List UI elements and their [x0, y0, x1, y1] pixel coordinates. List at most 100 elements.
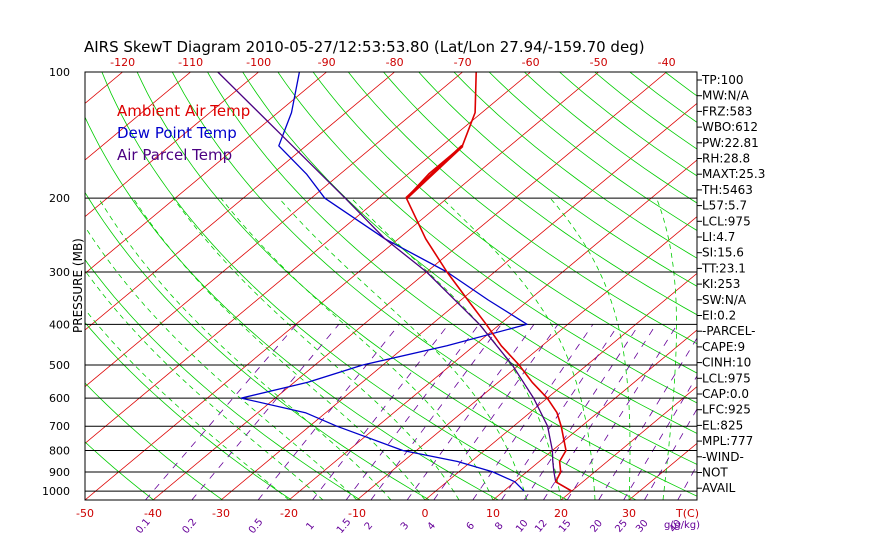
ambient-temp-line — [405, 72, 573, 492]
mixing-ratio-tick-label: 30 — [634, 518, 651, 535]
bottom-temp-tick-label: 10 — [486, 507, 500, 520]
moist-adiabat-line — [441, 197, 596, 500]
stat-label: LCL:975 — [702, 214, 751, 228]
plot-frame — [84, 71, 698, 501]
dry-adiabat-line — [85, 191, 430, 500]
dry-adiabat-line — [841, 72, 870, 500]
pressure-tick-label: 1000 — [42, 485, 70, 498]
top-temp-tick-label: -110 — [178, 56, 203, 69]
stat-label: MW:N/A — [702, 89, 750, 103]
top-temp-tick-label: -40 — [658, 56, 676, 69]
legend-entry-dewpoint: Dew Point Temp — [117, 124, 237, 142]
mixing-ratio-line — [623, 375, 697, 500]
mixing-ratio-line — [191, 324, 340, 500]
pressure-tick-label: 200 — [49, 192, 70, 205]
stat-label: TT:23.1 — [701, 261, 746, 275]
moist-adiabat-line — [85, 225, 358, 500]
isotherm-line — [85, 72, 259, 218]
dry-adiabat-line — [488, 72, 697, 231]
bottom-temp-tick-label: 20 — [554, 507, 568, 520]
pressure-tick-label: 100 — [49, 66, 70, 79]
legend: Ambient Air Temp Dew Point Temp Air Parc… — [117, 102, 250, 164]
mixing-ratio-tick-label: 10 — [514, 518, 531, 535]
dry-adiabat-line — [312, 72, 697, 374]
top-temp-tick-label: -80 — [386, 56, 404, 69]
dry-adiabat-line — [559, 72, 697, 177]
dry-adiabat-line — [806, 72, 870, 500]
mixing-ratio-line — [145, 324, 297, 500]
top-temp-tick-label: -50 — [590, 56, 608, 69]
isotherm-line — [85, 72, 327, 274]
mixing-ratio-tick-label: 15 — [557, 518, 574, 535]
bottom-temp-tick-label: -10 — [348, 507, 366, 520]
mixing-ratio-line — [472, 324, 594, 500]
bottom-temp-tick-label: -40 — [144, 507, 162, 520]
pressure-tick-label: 700 — [49, 420, 70, 433]
pressure-tick-label: 800 — [49, 445, 70, 458]
isotherm-line — [492, 329, 697, 500]
bottom-temp-tick-label: 30 — [622, 507, 636, 520]
stat-label: WBO:612 — [702, 120, 758, 134]
bottom-temp-unit-label: T(C) — [675, 507, 699, 520]
stat-label: AVAIL — [702, 481, 736, 495]
pressure-tick-label: 600 — [49, 392, 70, 405]
stat-label: LI:4.7 — [702, 230, 735, 244]
bottom-temp-tick-label: 0 — [422, 507, 429, 520]
top-temp-tick-label: -90 — [318, 56, 336, 69]
stat-label: KI:253 — [702, 277, 740, 291]
isotherm-line — [424, 272, 697, 500]
isotherm-line — [560, 386, 697, 500]
dewpoint-line — [240, 72, 528, 492]
dry-adiabat-line — [85, 382, 223, 500]
legend-entry-ambient: Ambient Air Temp — [117, 102, 250, 120]
moist-adiabat-line — [85, 308, 290, 500]
moist-adiabat-line — [656, 198, 677, 500]
stat-label: -WIND- — [702, 450, 744, 464]
moist-adiabat-line — [351, 197, 562, 500]
top-temp-tick-label: -120 — [110, 56, 135, 69]
stat-label: CINH:10 — [702, 356, 751, 370]
bottom-temp-tick-label: -20 — [280, 507, 298, 520]
dry-adiabat-line — [242, 72, 697, 434]
stat-label: PW:22.81 — [702, 136, 759, 150]
moist-adiabat-line — [278, 197, 528, 500]
mixing-ratio-line — [257, 324, 400, 500]
stat-label: SW:N/A — [702, 293, 747, 307]
dry-adiabat-line — [277, 72, 697, 404]
mixing-ratio-tick-label: 0.2 — [181, 517, 200, 536]
moist-adiabat-line — [220, 197, 494, 500]
dry-adiabat-line — [171, 72, 697, 497]
dry-adiabat-line — [418, 72, 697, 287]
stat-label: MAXT:25.3 — [702, 167, 765, 181]
stat-label: MPL:777 — [702, 434, 753, 448]
bottom-temp-tick-label: -50 — [76, 507, 94, 520]
legend-entry-parcel: Air Parcel Temp — [117, 146, 232, 164]
stat-label: CAPE:9 — [702, 340, 745, 354]
dry-adiabat-line — [85, 116, 499, 500]
stat-label: LCL:975 — [702, 371, 751, 385]
mixing-ratio-tick-label: 6 — [465, 520, 478, 532]
isotherm-line — [0, 72, 55, 500]
dry-adiabat-line — [453, 72, 697, 259]
dry-adiabat-line — [207, 72, 697, 465]
series-layer — [217, 72, 573, 492]
isotherm-line — [85, 72, 599, 500]
dry-adiabat-line — [524, 72, 697, 204]
stat-label: FRZ:583 — [702, 104, 752, 118]
mixing-ratio-line — [345, 324, 480, 500]
mixing-ratio-tick-label: 20 — [588, 518, 605, 535]
stat-label: EL:825 — [702, 418, 743, 432]
dry-adiabat-line — [383, 72, 697, 316]
stat-label: NOT — [702, 466, 728, 480]
mixing-ratio-tick-label: 8 — [493, 520, 506, 532]
mixing-ratio-line — [523, 324, 640, 500]
mixing-ratio-tick-label: 0.5 — [247, 517, 266, 536]
parcel-line — [217, 72, 573, 492]
moist-adiabat-line — [172, 197, 460, 500]
top-temp-tick-label: -100 — [246, 56, 271, 69]
dry-adiabat-line — [85, 258, 361, 500]
pressure-tick-label: 300 — [49, 266, 70, 279]
mixing-ratio-line — [598, 337, 697, 500]
